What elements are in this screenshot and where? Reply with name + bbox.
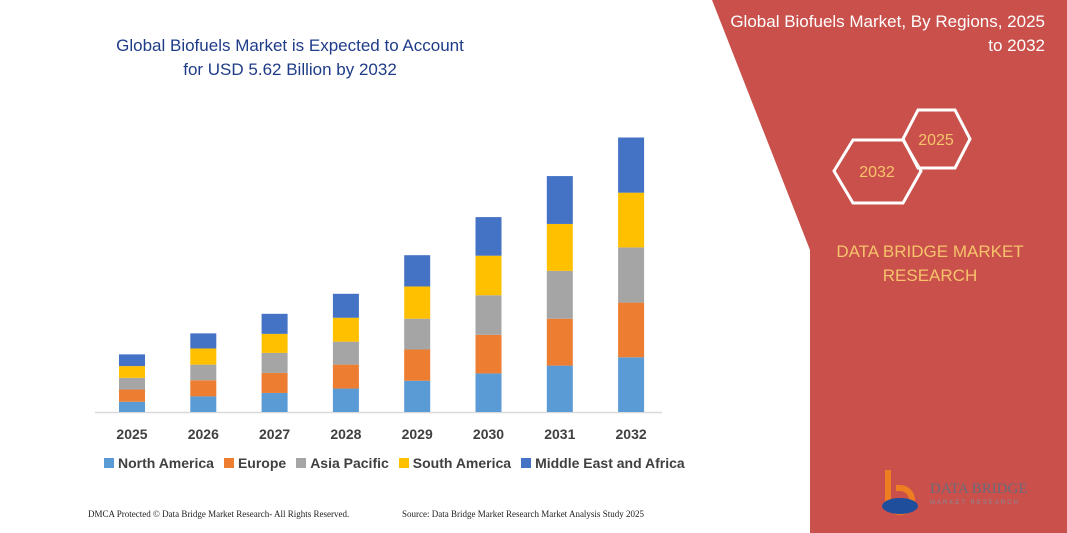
legend-label: Europe bbox=[237, 455, 287, 471]
legend-swatch bbox=[104, 458, 114, 468]
data-bridge-logo: DATA BRIDGE MARKET RESEARCH bbox=[880, 468, 1040, 523]
bar-segment-2027-north-america bbox=[261, 392, 288, 412]
bar-segment-2028-asia-pacific bbox=[332, 341, 359, 365]
bar-segment-2031-north-america bbox=[546, 365, 573, 412]
x-tick-label: 2031 bbox=[544, 426, 575, 442]
bar-segment-2030-asia-pacific bbox=[475, 295, 502, 335]
bar-segment-2029-middle-east-and-africa bbox=[404, 255, 431, 287]
bar-segment-2028-north-america bbox=[332, 388, 359, 412]
legend-swatch bbox=[398, 458, 409, 468]
legend-item: South America bbox=[398, 455, 512, 471]
hex-label-2025: 2025 bbox=[918, 132, 954, 149]
legend-label: South America bbox=[412, 455, 512, 471]
bar-segment-2030-middle-east-and-africa bbox=[475, 217, 502, 256]
legend-item: Middle East and Africa bbox=[521, 455, 685, 471]
bar-segment-2025-north-america bbox=[119, 401, 145, 412]
x-tick-label: 2028 bbox=[330, 426, 361, 442]
hexagon-2032: 2032 bbox=[832, 138, 923, 205]
bar-segment-2032-asia-pacific bbox=[618, 247, 645, 303]
bar-segment-2027-asia-pacific bbox=[261, 352, 288, 373]
bar-segment-2026-north-america bbox=[190, 396, 217, 412]
bar-segment-2031-europe bbox=[546, 318, 573, 366]
x-tick-label: 2027 bbox=[259, 426, 290, 442]
chart-title: Global Biofuels Market is Expected to Ac… bbox=[116, 36, 464, 79]
x-tick-label: 2029 bbox=[402, 426, 433, 442]
legend-label: Middle East and Africa bbox=[535, 455, 685, 471]
bar-segment-2029-europe bbox=[404, 349, 431, 381]
bar-segment-2030-europe bbox=[475, 334, 502, 374]
bar-segment-2028-middle-east-and-africa bbox=[332, 293, 359, 318]
bar-segment-2028-south-america bbox=[332, 317, 359, 342]
x-tick-label: 2030 bbox=[473, 426, 504, 442]
bar-segment-2027-middle-east-and-africa bbox=[261, 313, 288, 334]
bar-segment-2032-north-america bbox=[618, 357, 645, 412]
legend-item: Europe bbox=[223, 455, 287, 471]
bar-segment-2026-south-america bbox=[190, 348, 217, 365]
x-tick-label: 2032 bbox=[616, 426, 647, 442]
bar-segment-2027-south-america bbox=[261, 333, 288, 353]
bar-segment-2030-south-america bbox=[475, 255, 502, 296]
side-panel-title: Global Biofuels Market, By Regions, 2025… bbox=[730, 12, 1045, 55]
logo-subtext: MARKET RESEARCH bbox=[930, 500, 1020, 506]
bar-segment-2026-europe bbox=[190, 380, 217, 397]
bar-segment-2028-europe bbox=[332, 364, 359, 389]
legend: North America Europe Asia Pacific South Ame… bbox=[104, 455, 685, 471]
bar-segment-2025-europe bbox=[119, 389, 145, 402]
legend-item: Asia Pacific bbox=[296, 455, 389, 471]
legend-label: North America bbox=[118, 455, 214, 471]
bar-segment-2032-europe bbox=[618, 302, 645, 358]
bar-segment-2027-europe bbox=[261, 372, 288, 393]
bar-segment-2031-asia-pacific bbox=[546, 270, 573, 319]
bar-segment-2029-south-america bbox=[404, 286, 431, 319]
x-tick-label: 2026 bbox=[188, 426, 219, 442]
legend-swatch bbox=[223, 458, 234, 468]
bar-segment-2031-south-america bbox=[546, 223, 573, 271]
bar-segment-2031-middle-east-and-africa bbox=[546, 176, 573, 224]
bar-segment-2029-asia-pacific bbox=[404, 318, 431, 350]
logo-text: DATA BRIDGE bbox=[930, 481, 1028, 497]
bar-segment-2025-middle-east-and-africa bbox=[119, 354, 145, 367]
hex-label-2032: 2032 bbox=[859, 164, 895, 181]
bar-segment-2025-asia-pacific bbox=[119, 377, 145, 390]
brand-text: DATA BRIDGE MARKET RESEARCH bbox=[836, 242, 1024, 285]
legend-swatch bbox=[521, 458, 532, 468]
bar-segment-2026-middle-east-and-africa bbox=[190, 333, 217, 349]
bar-segment-2029-north-america bbox=[404, 380, 431, 412]
bar-segment-2032-south-america bbox=[618, 192, 645, 248]
footer-copyright: DMCA Protected © Data Bridge Market Rese… bbox=[88, 509, 350, 519]
bar-segment-2032-middle-east-and-africa bbox=[618, 137, 645, 193]
x-tick-label: 2025 bbox=[116, 426, 147, 442]
legend-item: North America bbox=[104, 455, 214, 471]
bar-segment-2026-asia-pacific bbox=[190, 364, 217, 381]
legend-label: Asia Pacific bbox=[310, 455, 389, 471]
bar-segment-2030-north-america bbox=[475, 373, 502, 412]
bar-segment-2025-south-america bbox=[119, 366, 145, 378]
legend-swatch bbox=[296, 458, 307, 468]
footer-source: Source: Data Bridge Market Research Mark… bbox=[402, 509, 644, 519]
